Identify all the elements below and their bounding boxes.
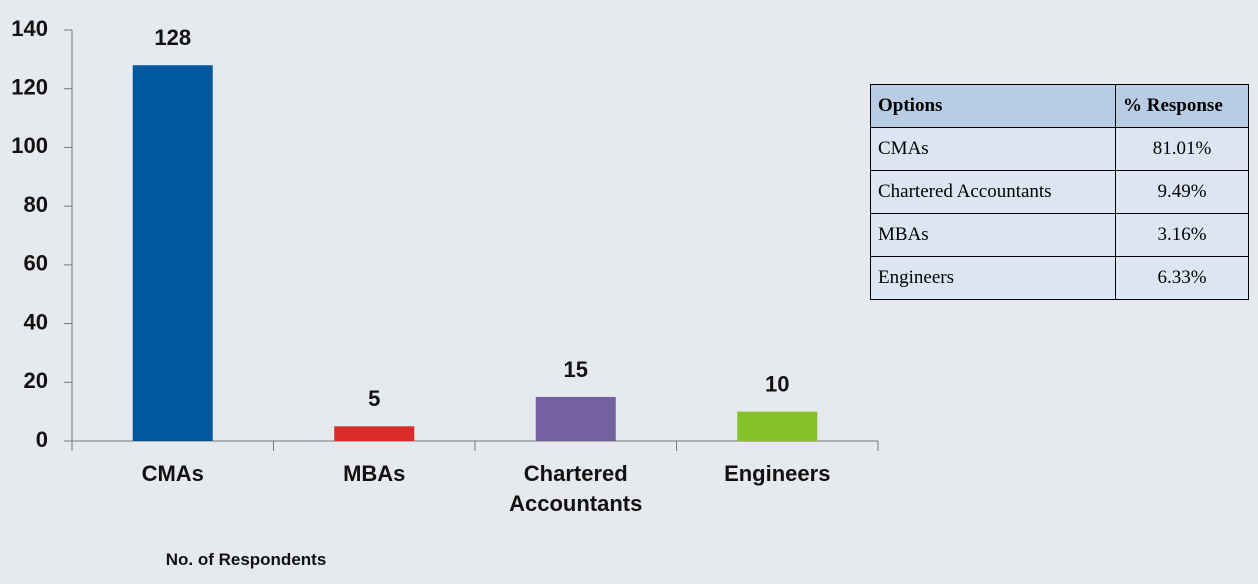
- bar: [132, 65, 213, 441]
- value-label: 128: [154, 25, 191, 50]
- y-tick-label: 140: [11, 16, 48, 41]
- table-cell: 3.16%: [1115, 213, 1249, 257]
- table-cell: 9.49%: [1115, 170, 1249, 214]
- y-tick-label: 100: [11, 133, 48, 158]
- table-cell: Chartered Accountants: [870, 170, 1116, 214]
- x-tick-label: CMAs: [141, 461, 204, 486]
- value-label: 15: [564, 357, 588, 382]
- y-tick-label: 120: [11, 75, 48, 100]
- table-row: Chartered Accountants 9.49%: [870, 170, 1249, 214]
- table-header-cell: Options: [870, 84, 1116, 128]
- y-tick-label: 20: [24, 368, 48, 393]
- table-row: MBAs 3.16%: [870, 213, 1249, 257]
- table-row: Engineers 6.33%: [870, 256, 1249, 300]
- y-tick-label: 40: [24, 309, 48, 334]
- table-cell: 6.33%: [1115, 256, 1249, 300]
- table-header-cell: % Response: [1115, 84, 1249, 128]
- x-axis-label: No. of Respondents: [165, 550, 327, 569]
- y-tick-label: 80: [24, 192, 48, 217]
- header-row: Options% Response: [870, 84, 1249, 128]
- table-body: CMAs 81.01% Chartered Accountants 9.49% MBAs…: [870, 127, 1249, 300]
- table-cell: MBAs: [870, 213, 1116, 257]
- x-tick-label: MBAs: [343, 461, 406, 486]
- value-label: 10: [765, 371, 789, 396]
- table-cell: Engineers: [870, 256, 1116, 300]
- table-row: CMAs 81.01%: [870, 127, 1249, 171]
- y-tick-label: 0: [36, 427, 48, 452]
- bar: [535, 396, 616, 441]
- response-table: Options% Response CMAs 81.01% Chartered Acc…: [870, 84, 1249, 300]
- y-tick-label: 60: [24, 251, 48, 276]
- value-label: 5: [368, 386, 380, 411]
- x-tick-label: Chartered Accountants: [509, 461, 643, 516]
- bar: [334, 426, 415, 441]
- table-cell: 81.01%: [1115, 127, 1249, 171]
- table-cell: CMAs: [870, 127, 1116, 171]
- bar: [737, 411, 818, 441]
- x-tick-label: Engineers: [724, 461, 831, 486]
